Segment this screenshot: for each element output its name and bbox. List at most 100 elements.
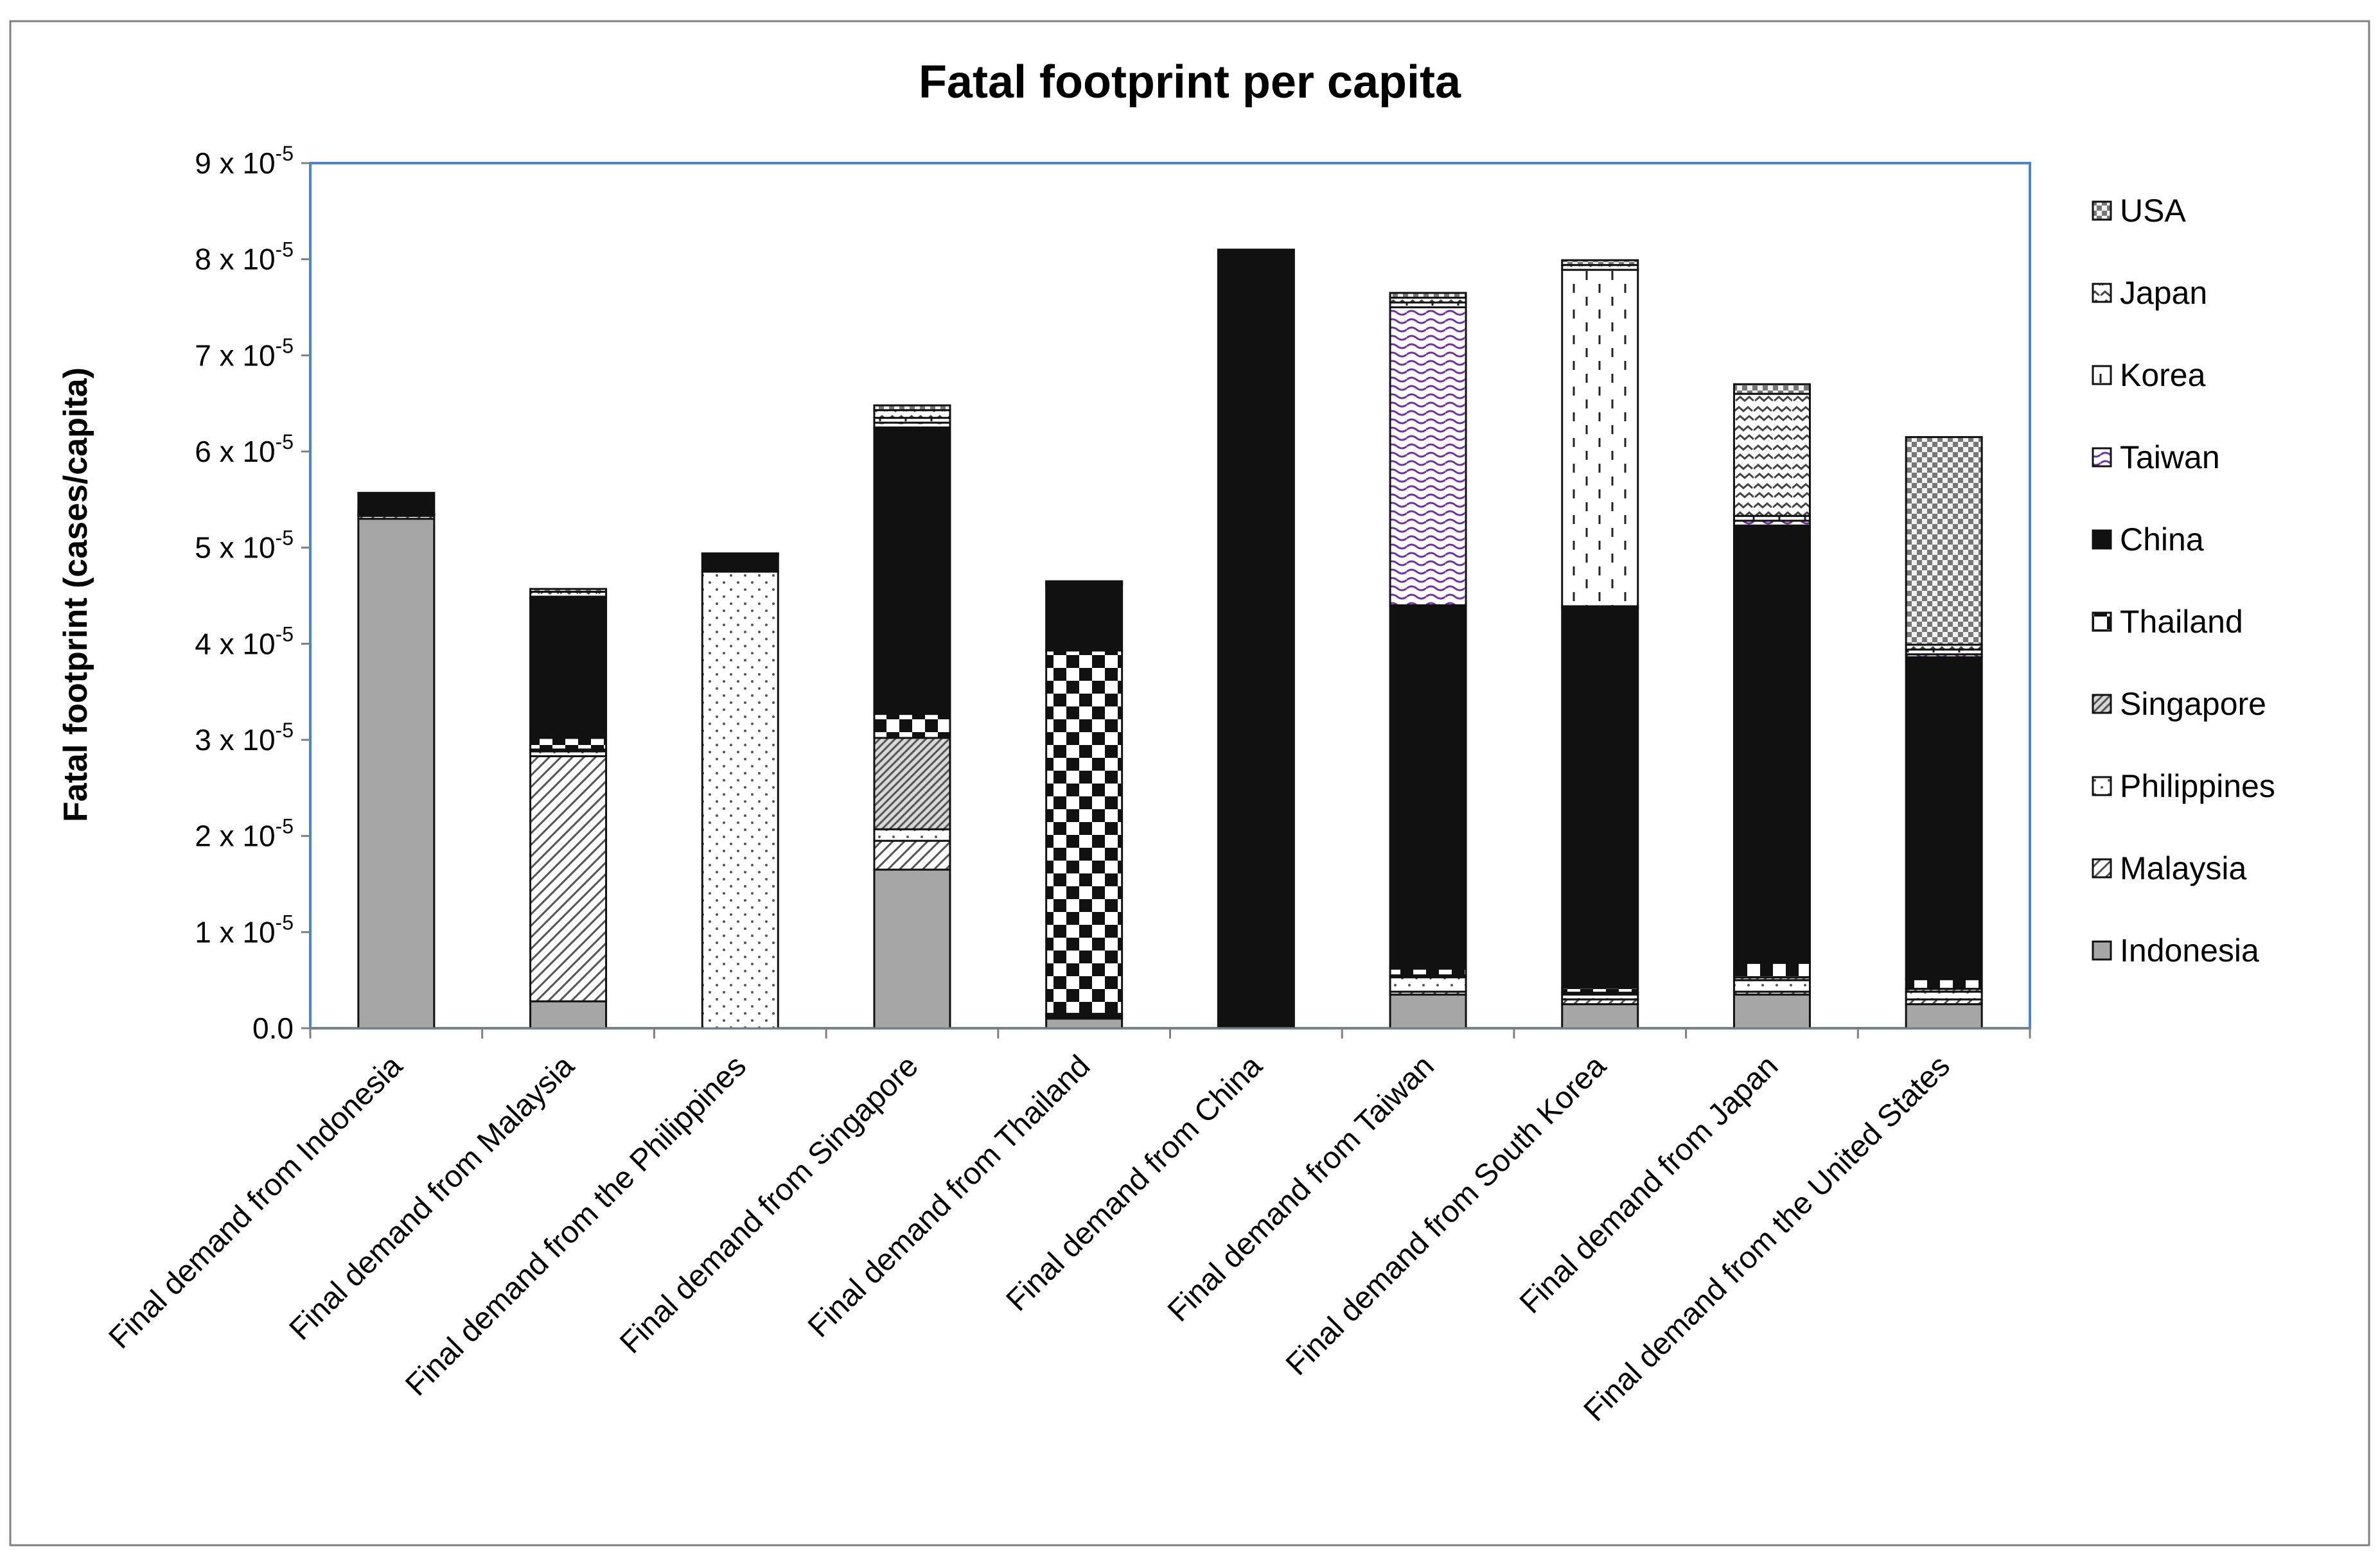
bar-stack-final-demand-from-thailand [1045,580,1124,1030]
bar-segment-thailand-final-demand-from-singapore [873,713,951,739]
legend-label-singapore: Singapore [2120,686,2266,722]
bar-segment-indonesia-final-demand-from-indonesia [357,518,436,1030]
legend-label-taiwan: Taiwan [2120,439,2220,475]
bar-segment-thailand-final-demand-from-malaysia [529,737,608,751]
bar-segment-china-final-demand-from-indonesia [357,491,436,513]
legend-item-indonesia: Indonesia [2092,933,2259,968]
legend-label-philippines: Philippines [2120,768,2275,804]
bar-segment-japan-final-demand-from-japan [1732,392,1811,517]
bar-segment-usa-final-demand-from-south-korea [1561,259,1639,267]
legend-swatch-japan [2092,283,2112,303]
bar-segment-china-final-demand-from-japan [1732,524,1811,964]
bar-segment-thailand-final-demand-from-the-united-states [1905,978,1983,990]
bar-stack-final-demand-from-indonesia [357,491,436,1030]
bar-segment-china-final-demand-from-singapore [873,426,951,715]
bar-segment-indonesia-final-demand-from-malaysia [529,1000,608,1030]
legend-label-korea: Korea [2120,357,2206,393]
y-tick-exponent-7: -5 [276,334,294,357]
bar-segment-china-final-demand-from-malaysia [529,597,608,739]
bar-group [357,249,1983,1030]
bar-segment-china-final-demand-from-china [1217,249,1295,1030]
legend-swatch-thailand [2092,611,2112,632]
bar-segment-philippines-final-demand-from-the-united-states [1905,990,1983,1001]
bar-segment-usa-final-demand-from-the-united-states [1905,436,1983,646]
bar-segment-usa-final-demand-from-taiwan [1389,292,1467,299]
legend-label-usa: USA [2120,193,2186,229]
legend-swatch-indonesia [2092,940,2112,961]
bar-segment-china-final-demand-from-the-philippines [701,553,779,573]
y-tick-label-7: 7 x 10-5 [195,334,294,372]
bar-segment-indonesia-final-demand-from-thailand [1045,1017,1124,1030]
bar-segment-philippines-final-demand-from-singapore [873,828,951,842]
bar-segment-singapore-final-demand-from-singapore [873,737,951,830]
bar-segment-usa-final-demand-from-malaysia [529,588,608,593]
legend-label-malaysia: Malaysia [2120,850,2246,886]
legend-label-indonesia: Indonesia [2120,933,2259,968]
bar-stack-final-demand-from-taiwan [1389,292,1467,1030]
bar-segment-malaysia-final-demand-from-singapore [873,839,951,871]
y-tick-exponent-3: -5 [276,719,294,742]
y-tick-exponent-6: -5 [276,430,294,453]
bar-segment-indonesia-final-demand-from-the-united-states [1905,1003,1983,1030]
bar-segment-indonesia-final-demand-from-south-korea [1561,1003,1639,1030]
bar-segment-usa-final-demand-from-singapore [873,404,951,412]
bar-segment-philippines-final-demand-from-taiwan [1389,976,1467,993]
y-tick-exponent-9: -5 [276,142,294,165]
bar-segment-thailand-final-demand-from-thailand [1045,649,1124,1015]
legend-item-singapore: Singapore [2092,686,2266,722]
bar-segment-usa-final-demand-from-thailand [1045,580,1124,584]
legend-swatch-taiwan [2092,447,2112,468]
bar-stack-final-demand-from-south-korea [1561,259,1639,1030]
bar-segment-taiwan-final-demand-from-taiwan [1389,306,1467,606]
legend-label-china: China [2120,521,2204,557]
legend-item-malaysia: Malaysia [2092,850,2246,886]
y-tick-exponent-1: -5 [276,911,294,934]
y-tick-label-0: 0.0 [252,1012,294,1045]
bar-segment-korea-final-demand-from-south-korea [1561,268,1639,608]
bar-segment-japan-final-demand-from-singapore [873,409,951,419]
bar-segment-indonesia-final-demand-from-singapore [873,868,951,1030]
bar-stack-final-demand-from-the-united-states [1905,436,1983,1030]
legend: USA Japan Korea Taiwan China Thailand Singapor… [2092,193,2275,968]
y-axis-label: Fatal footprint (cases/capita) [57,367,94,822]
y-tick-exponent-4: -5 [276,622,294,645]
y-axis: 0.01 x 10-52 x 10-53 x 10-54 x 10-55 x 1… [195,142,310,1045]
bar-segment-philippines-final-demand-from-japan [1732,979,1811,993]
y-tick-label-8: 8 x 10-5 [195,238,294,276]
legend-swatch-usa [2092,200,2112,221]
legend-swatch-korea [2092,365,2112,385]
legend-item-thailand: Thailand [2092,604,2243,640]
bar-segment-indonesia-final-demand-from-japan [1732,994,1811,1030]
legend-label-thailand: Thailand [2120,604,2243,640]
legend-swatch-philippines [2092,776,2112,796]
bar-stack-final-demand-from-singapore [873,404,951,1030]
legend-label-japan: Japan [2120,275,2207,311]
y-tick-exponent-8: -5 [276,238,294,261]
bar-stack-final-demand-from-china [1217,249,1295,1030]
legend-item-philippines: Philippines [2092,768,2275,804]
bar-segment-china-final-demand-from-the-united-states [1905,656,1983,981]
bar-segment-china-final-demand-from-south-korea [1561,607,1639,989]
legend-item-usa: USA [2092,193,2186,229]
bar-segment-usa-final-demand-from-japan [1732,383,1811,395]
legend-item-japan: Japan [2092,275,2207,311]
bar-segment-china-final-demand-from-thailand [1045,584,1124,652]
bar-stack-final-demand-from-malaysia [529,588,608,1030]
bar-segment-philippines-final-demand-from-the-philippines [701,570,779,1030]
legend-swatch-malaysia [2092,858,2112,879]
y-tick-exponent-2: -5 [276,815,294,838]
bar-segment-thailand-final-demand-from-japan [1732,961,1811,979]
legend-swatch-singapore [2092,694,2112,714]
legend-item-korea: Korea [2092,357,2206,393]
legend-swatch-china [2092,529,2112,550]
bar-stack-final-demand-from-the-philippines [701,552,779,1030]
bar-segment-malaysia-final-demand-from-malaysia [529,755,608,1003]
bar-segment-thailand-final-demand-from-taiwan [1389,967,1467,977]
bar-segment-indonesia-final-demand-from-taiwan [1389,994,1467,1030]
legend-item-taiwan: Taiwan [2092,439,2220,475]
legend-item-china: China [2092,521,2204,557]
bar-stack-final-demand-from-japan [1732,383,1811,1030]
y-tick-exponent-5: -5 [276,527,294,550]
